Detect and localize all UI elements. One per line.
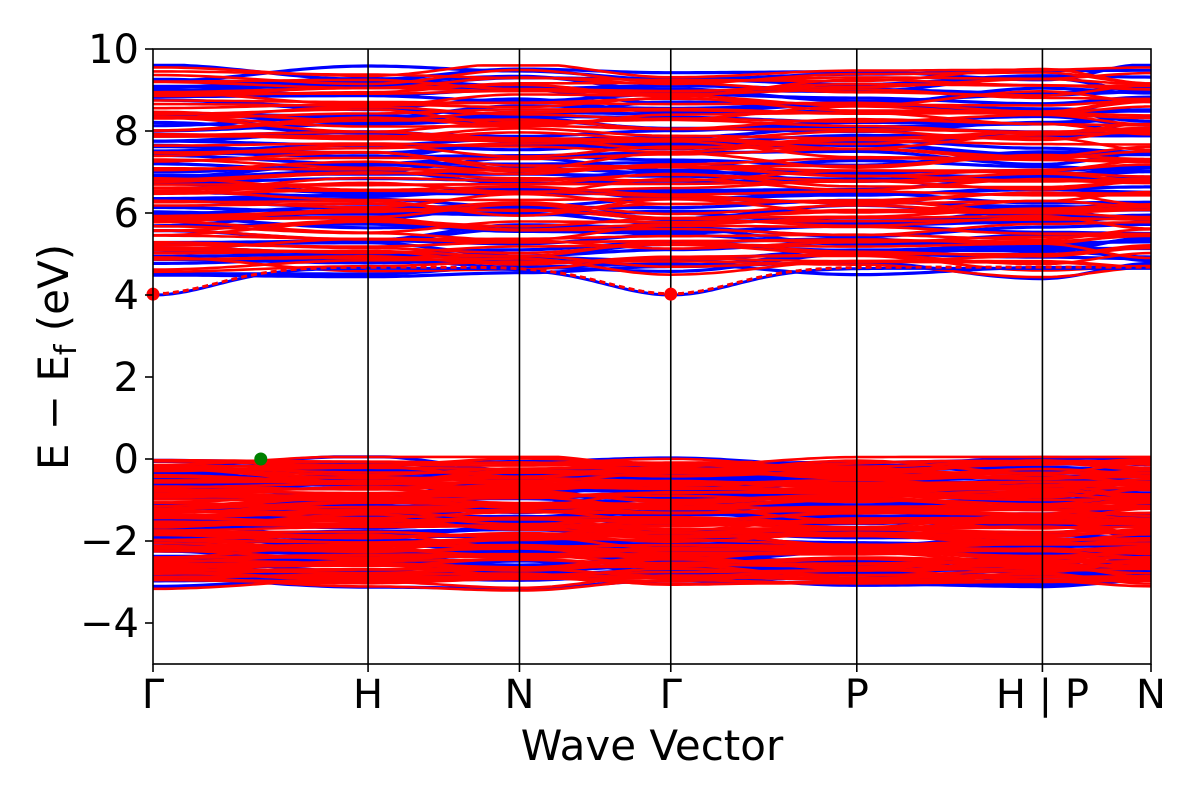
conduction-band-red (153, 77, 1151, 93)
x-tick-label: N (505, 672, 535, 718)
conduction-band-red (153, 201, 1151, 220)
y-tick-label: 2 (114, 355, 139, 401)
valence-band-red (153, 555, 1151, 568)
conduction-band-red (153, 220, 1151, 237)
conduction-band-red (153, 251, 1151, 266)
x-tick-label: Γ (660, 672, 683, 718)
conduction-band-blue (153, 216, 1151, 236)
valence-band-red (153, 516, 1151, 534)
y-tick-label: −2 (80, 519, 139, 565)
plot-frame (152, 48, 1152, 665)
y-tick-label: 0 (114, 437, 139, 483)
conduction-band-blue (153, 156, 1151, 174)
lowest-conduction-band (153, 265, 1151, 296)
y-tick-label: 10 (88, 27, 139, 73)
conduction-band-red (153, 126, 1151, 140)
y-axis-label: E − Ef (eV) (29, 244, 84, 470)
x-tick-label: P (845, 672, 869, 718)
valence-band-red (153, 489, 1151, 502)
conduction-band-red (153, 260, 1151, 279)
valence-top-band (153, 459, 1151, 469)
high-symmetry-lines (367, 49, 1044, 664)
conduction-band-red (153, 217, 1151, 234)
conduction-band-red (153, 111, 1151, 128)
y-tick-label: 6 (114, 191, 139, 237)
y-axis-label-sub: f (49, 343, 84, 355)
y-tick-label: 4 (114, 273, 139, 319)
conduction-band-red (153, 232, 1151, 248)
x-tick-label: H | P (996, 672, 1089, 718)
x-axis-label: Wave Vector (521, 721, 784, 770)
conduction-band-red (153, 138, 1151, 154)
y-axis-label-tail: (eV) (29, 244, 78, 345)
valence-band-red (153, 527, 1151, 539)
y-tick-label: −4 (80, 601, 139, 647)
band-lines (153, 63, 1151, 592)
valence-band-red (153, 567, 1151, 580)
x-tick-label: N (1136, 672, 1166, 718)
conduction-band-red (153, 129, 1151, 142)
valence-band-red (153, 467, 1151, 480)
conduction-band-red (153, 185, 1151, 197)
cbm-marker (664, 287, 678, 301)
valence-band-red (153, 455, 1151, 468)
y-tick-label: 8 (114, 109, 139, 155)
conduction-band-red (153, 228, 1151, 241)
x-axis: Γ H N Γ P H | P N (142, 664, 1166, 718)
vbm-marker (254, 452, 268, 466)
x-tick-label: H (353, 672, 383, 718)
valence-band-red (153, 515, 1151, 526)
y-axis: −4 −2 0 2 4 6 8 10 (80, 27, 153, 647)
conduction-band-red (153, 172, 1151, 189)
conduction-band-red (153, 105, 1151, 120)
conduction-band-red (153, 68, 1151, 86)
conduction-band-red (153, 91, 1151, 107)
conduction-band-red (153, 64, 1151, 79)
x-tick-label: Γ (142, 672, 165, 718)
y-axis-label-main: E − E (29, 355, 78, 470)
